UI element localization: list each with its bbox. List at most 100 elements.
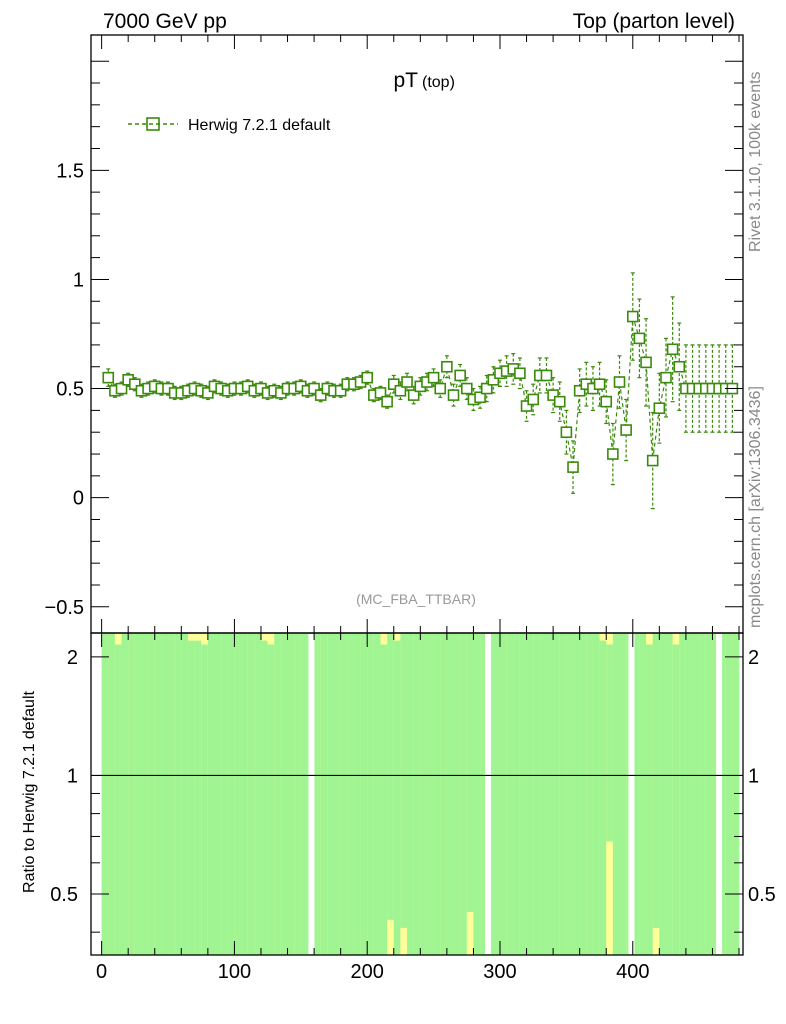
ratio-band-green bbox=[300, 633, 308, 955]
ratio-band-green bbox=[340, 633, 348, 955]
ratio-band-green bbox=[632, 633, 640, 955]
ratio-band-green bbox=[121, 633, 129, 955]
ratio-band-green bbox=[692, 633, 700, 955]
ratio-band-green bbox=[719, 633, 727, 955]
data-point bbox=[547, 389, 559, 401]
ratio-band-green bbox=[639, 633, 647, 955]
ratio-band-green bbox=[446, 633, 454, 955]
plot-title-sub: (top) bbox=[422, 74, 455, 91]
ratio-band-green bbox=[420, 633, 428, 955]
data-point bbox=[308, 382, 320, 395]
data-point bbox=[129, 378, 141, 390]
ratio-band-green bbox=[519, 633, 527, 955]
ratio-band-green bbox=[154, 633, 162, 955]
ratio-bands bbox=[91, 633, 743, 955]
ratio-ylabel: Ratio to Herwig 7.2.1 default bbox=[21, 691, 38, 893]
ratio-ytick-label-1-left: 1 bbox=[67, 765, 78, 787]
ratio-band-green bbox=[725, 633, 733, 955]
ratio-band-green bbox=[592, 633, 600, 955]
data-point bbox=[115, 382, 128, 395]
mcplots-info: mcplots.cern.ch [arXiv:1306.3436] bbox=[747, 386, 764, 628]
ratio-band-green bbox=[174, 633, 182, 955]
ratio-band-green bbox=[533, 633, 541, 955]
ratio-band-green bbox=[148, 633, 156, 955]
ratio-band-green bbox=[652, 633, 660, 928]
header-right: Top (parton level) bbox=[573, 10, 735, 33]
ratio-ytick-label-0p5-left: 0.5 bbox=[50, 884, 78, 906]
ratio-band-green bbox=[546, 633, 554, 955]
header-left: 7000 GeV pp bbox=[103, 10, 227, 33]
ratio-band-green bbox=[287, 633, 295, 955]
xtick-label-200: 200 bbox=[351, 961, 384, 983]
data-point bbox=[660, 371, 672, 384]
data-point bbox=[202, 387, 214, 399]
data-point bbox=[480, 382, 493, 395]
plot-title-main: pT bbox=[393, 69, 418, 92]
data-point bbox=[607, 448, 619, 460]
ratio-band-green bbox=[732, 633, 740, 955]
ratio-ytick-labels: 2 1 0.5 2 1 0.5 bbox=[50, 647, 776, 906]
main-ytick-label-0p5: 0.5 bbox=[56, 379, 84, 401]
data-point bbox=[447, 389, 460, 401]
ratio-band-green bbox=[367, 633, 375, 955]
main-series bbox=[102, 272, 739, 510]
data-point bbox=[620, 424, 632, 436]
ratio-band-green bbox=[280, 633, 288, 955]
data-point bbox=[401, 376, 413, 388]
ratio-band-green bbox=[407, 633, 414, 955]
ratio-band-green bbox=[234, 633, 242, 955]
ratio-band-green bbox=[334, 633, 341, 955]
plot-frames bbox=[90, 34, 744, 956]
ratio-band-green bbox=[619, 633, 627, 955]
data-point bbox=[102, 371, 115, 384]
ratio-band-green bbox=[380, 644, 388, 955]
ratio-band-green bbox=[559, 633, 567, 955]
ratio-band-green bbox=[314, 633, 322, 955]
ratio-band-green bbox=[214, 633, 222, 955]
data-point bbox=[427, 371, 440, 384]
ratio-band-green bbox=[181, 633, 189, 955]
data-point bbox=[626, 310, 639, 323]
data-point bbox=[374, 387, 387, 399]
ratio-ytick-label-1-right: 1 bbox=[748, 765, 759, 787]
data-point bbox=[314, 389, 327, 401]
ratio-band-green bbox=[553, 633, 561, 955]
ratio-band-green bbox=[353, 633, 361, 955]
ratio-band-green bbox=[194, 640, 202, 955]
legend-label: Herwig 7.2.1 default bbox=[188, 117, 331, 134]
main-ytick-label-1: 1 bbox=[73, 269, 84, 291]
ratio-band-green bbox=[267, 644, 275, 955]
ratio-band-green bbox=[705, 633, 713, 955]
ratio-band-green bbox=[393, 640, 401, 955]
data-point bbox=[407, 389, 420, 401]
ratio-band-green bbox=[699, 633, 707, 955]
ratio-band-green bbox=[108, 633, 116, 955]
ratio-band-green bbox=[347, 633, 355, 955]
xtick-label-100: 100 bbox=[218, 961, 251, 983]
ratio-band-green bbox=[141, 633, 149, 955]
analysis-watermark: (MC_FBA_TTBAR) bbox=[356, 591, 476, 607]
ratio-band-green bbox=[227, 633, 235, 955]
ratio-band-green bbox=[373, 633, 381, 955]
ratio-band-green bbox=[612, 633, 620, 955]
ratio-band-green bbox=[327, 633, 335, 955]
data-point bbox=[653, 402, 666, 415]
ratio-band-green bbox=[480, 633, 488, 955]
xtick-label-0: 0 bbox=[96, 961, 107, 983]
data-point bbox=[361, 371, 374, 384]
data-point bbox=[527, 393, 539, 406]
ratio-band-green bbox=[586, 633, 594, 955]
data-point bbox=[560, 426, 573, 439]
data-point bbox=[640, 356, 652, 369]
ratio-frame bbox=[90, 632, 744, 956]
ratio-band-green bbox=[499, 633, 507, 955]
ratio-band-green bbox=[685, 633, 693, 955]
ratio-band-green bbox=[679, 633, 687, 955]
legend-marker bbox=[146, 117, 160, 131]
ratio-band-green bbox=[187, 640, 195, 955]
rivet-info: Rivet 3.1.10, 100k events bbox=[747, 71, 764, 252]
ratio-ytick-label-0p5-right: 0.5 bbox=[748, 884, 776, 906]
ratio-band-green bbox=[506, 633, 514, 955]
ratio-band-green bbox=[134, 633, 142, 955]
ratio-band-green bbox=[473, 633, 481, 955]
